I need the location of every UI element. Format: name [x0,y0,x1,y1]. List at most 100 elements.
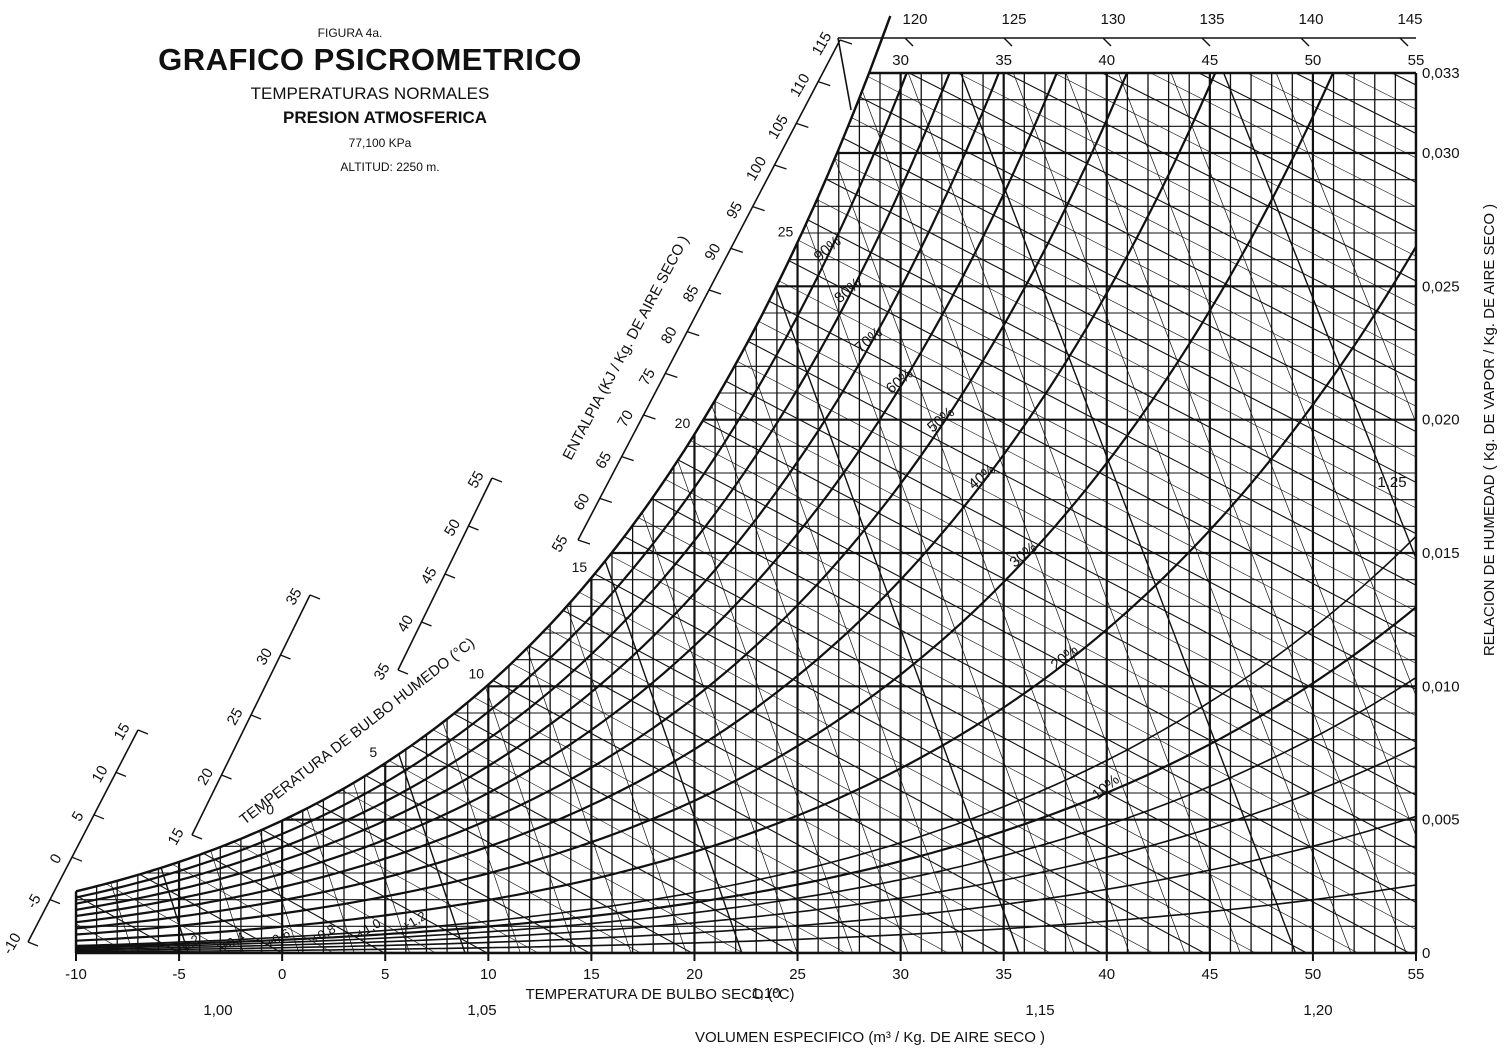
rh-label: 40% [965,461,999,493]
x-tick-label: 40 [1098,966,1115,983]
top-temp-label: 45 [1202,52,1219,69]
enthalpy-line [1102,72,1416,953]
x-tick-label: 45 [1202,966,1219,983]
enthalpy-line [76,72,1416,953]
enthalpy-scale-right-label: 90 [701,241,724,264]
wetbulb-scale-label: 25 [224,705,247,728]
enthalpy-scale-left-label: 0 [47,851,66,867]
wetbulb-scale-tick [280,654,291,660]
enthalpy-scale-right-tick [643,414,656,420]
top-enthalpy-label: 135 [1199,11,1224,28]
top-temp-label: 55 [1408,52,1425,69]
enthalpy-scale-left-tick [49,898,61,905]
x-axis-label: TEMPERATURA DE BULBO SECO (°C) [525,986,794,1003]
wetbulb-scale-tick [221,774,232,780]
specific-volume-line [855,72,1186,953]
x-tick-label: 20 [686,966,703,983]
top-enthalpy-label: 125 [1001,11,1026,28]
specific-volume-line [1013,72,1352,953]
top-enthalpy-tick [904,37,914,47]
low-rh-curve [76,606,1416,948]
y-tick-label: 0,030 [1422,145,1460,162]
y-tick-label: 0,025 [1422,278,1460,295]
y-axis-label: RELACION DE HUMEDAD ( Kg. DE VAPOR / Kg.… [1481,204,1498,656]
specific-volume-label: 1,10 [751,985,780,1002]
specific-volume-line [0,73,22,953]
specific-volume-line [1118,72,1416,953]
rh-curve [76,36,1232,930]
enthalpy-scale-right-label: 55 [549,532,572,555]
specific-volume-line [76,72,189,953]
y-tick-label: 0,015 [1422,545,1460,562]
rh-curve [76,21,1150,924]
x-tick-label: 50 [1305,966,1322,983]
wetbulb-axis-label: TEMPERATURA DE BULBO HUMEDO (°C) [236,634,478,828]
top-enthalpy-label: 145 [1397,11,1422,28]
specific-volume-line [1065,72,1407,953]
enthalpy-line [571,72,1416,953]
enthalpy-line [76,72,1416,953]
specific-volume-line [76,72,244,953]
specific-volume-label: 1,25 [1377,474,1406,491]
x-tick-label: 30 [892,966,909,983]
specific-volume-line [171,72,466,953]
wetbulb-scale-label: 30 [253,645,276,668]
saturation-curve [75,15,892,893]
specific-volume-label: 1,00 [203,1002,232,1019]
x-tick-label: -10 [65,966,87,983]
x-tick-label: 0 [278,966,286,983]
enthalpy-scale-left-tick [115,771,127,778]
enthalpy-scale-right-tick [708,289,722,295]
enthalpy-line [76,72,693,953]
specific-volume-line [697,72,1020,953]
enthalpy-line [76,72,78,953]
specific-volume-line [907,72,1241,953]
wetbulb-scale-label: 15 [165,825,188,848]
enthalpy-line [76,72,1416,953]
rh-curve [76,24,1077,918]
y-tick-label: 0,020 [1422,412,1460,429]
enthalpy-line [474,72,1416,953]
specific-volume-line [329,72,632,953]
specific-volume-line [119,72,410,953]
top-enthalpy-label: 130 [1100,11,1125,28]
enthalpy-scale-mid-tick [421,621,432,627]
low-rh-curve [76,815,1416,952]
specific-volume-line [1223,72,1416,953]
enthalpy-scale-mid-tick [491,477,503,483]
enthalpy-scale-mid-label: 50 [441,516,464,539]
enthalpy-scale-mid-tick [468,525,479,531]
specific-volume-line [224,72,521,953]
rh-label: 90% [811,233,845,265]
enthalpy-scale-right-tick [796,122,809,128]
enthalpy-scale-right-tick [621,456,634,462]
wetbulb-label: 5 [369,744,377,760]
enthalpy-scale-right-label: 70 [614,407,637,430]
top-enthalpy-tick [1300,37,1310,47]
enthalpy-line [522,72,1416,953]
enthalpy-scale-mid-label: 35 [371,660,394,683]
enthalpy-line [136,72,1416,953]
enthalpy-line [329,72,1416,953]
low-rh-curve [76,676,1416,949]
enthalpy-line [76,72,436,953]
enthalpy-scale-right-tick [577,539,591,545]
enthalpy-line [860,72,1416,953]
y-tick-label: 0 [1422,945,1430,962]
enthalpy-line [76,72,232,953]
enthalpy-line [76,72,846,953]
enthalpy-scale-right-label: 60 [570,491,593,514]
enthalpy-scale-left-line [27,729,139,943]
enthalpy-scale-right-label: 95 [723,199,746,222]
specific-volume-line [76,72,134,953]
enthalpy-scale-left-tick [71,856,83,862]
enthalpy-scale-left-label: 10 [89,763,112,786]
enthalpy-scale-right-label: 80 [658,324,681,347]
enthalpy-scale-mid-tick [397,669,409,675]
figure-label: FIGURA 4a. [317,26,383,40]
rh-label: 30% [1006,539,1040,571]
enthalpy-line [764,72,1416,953]
x-tick-label: 25 [789,966,806,983]
wetbulb-label: 10 [469,666,485,682]
